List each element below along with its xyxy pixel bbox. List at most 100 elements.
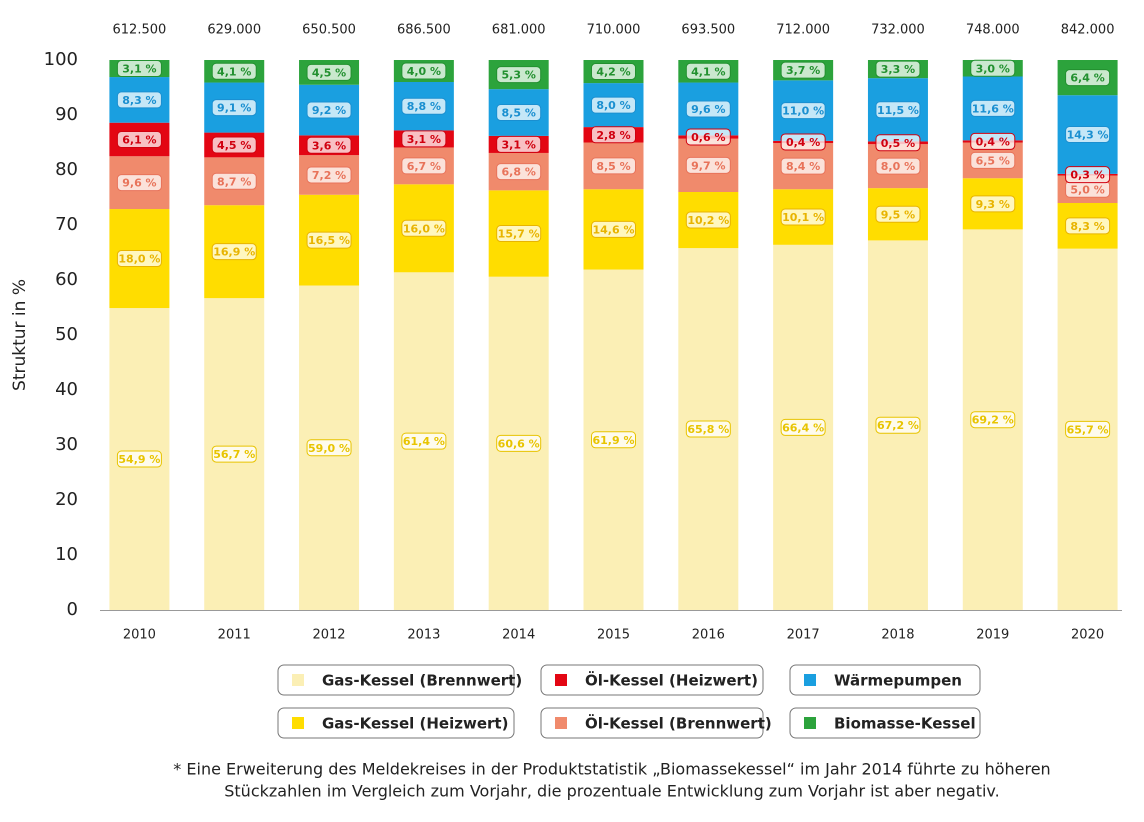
footnote: Stückzahlen im Vergleich zum Vorjahr, di… bbox=[224, 782, 999, 801]
value-label-box bbox=[970, 132, 1016, 150]
value-label-box bbox=[306, 166, 352, 184]
x-tick-label: 2014 bbox=[502, 628, 535, 643]
value-label: 8,4 % bbox=[786, 160, 820, 173]
legend-box bbox=[540, 707, 764, 739]
total-label: 732.000 bbox=[871, 23, 925, 38]
value-label-box bbox=[211, 172, 257, 190]
value-label: 9,2 % bbox=[312, 104, 346, 117]
value-label: 6,7 % bbox=[407, 160, 441, 173]
value-label-box bbox=[591, 96, 636, 114]
value-label: 4,2 % bbox=[596, 66, 630, 79]
value-label: 5,3 % bbox=[502, 69, 536, 82]
total-label: 710.000 bbox=[587, 23, 641, 38]
value-label-box bbox=[116, 174, 162, 192]
value-label-box bbox=[401, 97, 447, 115]
value-label: 66,4 % bbox=[782, 421, 824, 434]
total-label: 612.500 bbox=[113, 23, 167, 38]
value-label: 61,4 % bbox=[403, 435, 445, 448]
value-label-box bbox=[116, 91, 162, 109]
value-label-box bbox=[401, 219, 447, 237]
y-tick-label: 30 bbox=[55, 434, 78, 455]
value-label: 11,0 % bbox=[782, 105, 824, 118]
legend-label: Biomasse-Kessel bbox=[834, 715, 976, 733]
value-label: 7,2 % bbox=[312, 169, 346, 182]
y-tick-label: 100 bbox=[44, 49, 78, 70]
value-label: 0,4 % bbox=[786, 136, 820, 149]
total-label: 629.000 bbox=[207, 23, 261, 38]
value-label-box bbox=[306, 231, 352, 249]
value-label: 4,5 % bbox=[312, 66, 346, 79]
value-label: 8,5 % bbox=[596, 160, 630, 173]
y-tick-label: 0 bbox=[67, 599, 78, 620]
value-label-box bbox=[306, 63, 352, 81]
total-label: 693.500 bbox=[681, 23, 735, 38]
legend-box bbox=[789, 664, 981, 696]
legend-label: Gas-Kessel (Heizwert) bbox=[322, 715, 508, 733]
value-label-box bbox=[685, 100, 731, 118]
value-label: 8,5 % bbox=[502, 107, 536, 120]
legend-swatch bbox=[804, 717, 816, 729]
value-label: 3,1 % bbox=[407, 133, 441, 146]
value-label: 8,3 % bbox=[1070, 220, 1104, 233]
value-label: 14,3 % bbox=[1067, 129, 1109, 142]
value-label-box bbox=[306, 439, 352, 457]
legend-label: Gas-Kessel (Brennwert) bbox=[322, 672, 522, 690]
value-label-box bbox=[211, 243, 257, 261]
x-tick-label: 2015 bbox=[597, 628, 630, 643]
legend-label: Wärmepumpen bbox=[834, 672, 962, 690]
total-label: 681.000 bbox=[492, 23, 546, 38]
value-label: 9,7 % bbox=[691, 159, 725, 172]
total-label: 842.000 bbox=[1061, 23, 1115, 38]
y-axis-label: Struktur in % bbox=[10, 279, 30, 391]
value-label: 4,5 % bbox=[217, 139, 251, 152]
value-label: 65,8 % bbox=[687, 423, 729, 436]
value-label: 9,6 % bbox=[122, 177, 156, 190]
value-label: 8,8 % bbox=[407, 100, 441, 113]
value-label: 60,6 % bbox=[498, 437, 540, 450]
value-label: 10,2 % bbox=[687, 214, 729, 227]
value-label: 56,7 % bbox=[213, 448, 255, 461]
value-label: 8,7 % bbox=[217, 175, 251, 188]
total-label: 748.000 bbox=[966, 23, 1020, 38]
value-label-box bbox=[875, 205, 921, 223]
x-tick-label: 2020 bbox=[1071, 628, 1104, 643]
value-label-box bbox=[401, 432, 447, 450]
value-label-box bbox=[875, 60, 921, 78]
value-label-box bbox=[685, 128, 731, 146]
value-label-box bbox=[1065, 126, 1111, 144]
value-label-box bbox=[875, 416, 921, 434]
value-label-box bbox=[780, 157, 826, 175]
value-label: 61,9 % bbox=[593, 434, 635, 447]
x-tick-label: 2011 bbox=[218, 628, 251, 643]
value-label-box bbox=[116, 130, 162, 148]
value-label: 5,0 % bbox=[1070, 183, 1104, 196]
value-label-box bbox=[1065, 69, 1111, 87]
x-tick-label: 2013 bbox=[407, 628, 440, 643]
legend-swatch bbox=[804, 674, 816, 686]
y-tick-label: 90 bbox=[55, 104, 78, 125]
x-tick-label: 2012 bbox=[312, 628, 345, 643]
value-label: 8,3 % bbox=[122, 94, 156, 107]
value-label: 3,3 % bbox=[881, 63, 915, 76]
value-label: 16,5 % bbox=[308, 234, 350, 247]
value-label: 16,9 % bbox=[213, 246, 255, 259]
value-label-box bbox=[211, 445, 257, 463]
legend-label: Öl-Kessel (Brennwert) bbox=[585, 714, 772, 733]
value-label-box bbox=[970, 411, 1016, 429]
legend-label: Öl-Kessel (Heizwert) bbox=[585, 671, 758, 690]
value-label: 16,0 % bbox=[403, 222, 445, 235]
value-label-box bbox=[401, 62, 447, 80]
value-label-box bbox=[116, 60, 162, 78]
value-label-box bbox=[496, 104, 542, 122]
value-label-box bbox=[1065, 217, 1111, 235]
x-tick-label: 2017 bbox=[787, 628, 820, 643]
y-tick-label: 40 bbox=[55, 379, 78, 400]
value-label-box bbox=[591, 63, 636, 81]
legend-box bbox=[277, 664, 515, 696]
value-label: 67,2 % bbox=[877, 419, 919, 432]
y-tick-label: 70 bbox=[55, 214, 78, 235]
value-label: 59,0 % bbox=[308, 442, 350, 455]
legend-box bbox=[789, 707, 981, 739]
value-label: 11,5 % bbox=[877, 104, 919, 117]
